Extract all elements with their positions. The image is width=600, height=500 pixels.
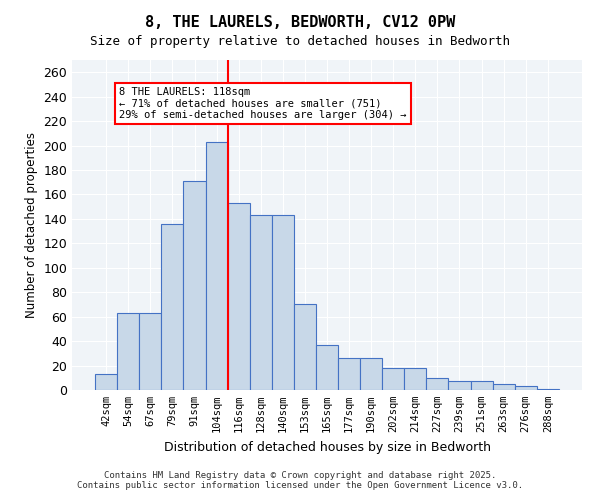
Bar [537, 389, 559, 390]
Bar [272, 215, 294, 390]
Bar [338, 358, 360, 390]
Bar [448, 382, 470, 390]
Bar [515, 386, 537, 390]
Bar [139, 313, 161, 390]
Text: 8, THE LAURELS, BEDWORTH, CV12 0PW: 8, THE LAURELS, BEDWORTH, CV12 0PW [145, 15, 455, 30]
Bar [184, 181, 206, 390]
Bar [95, 374, 117, 390]
Bar [227, 203, 250, 390]
Bar [294, 304, 316, 390]
Bar [206, 142, 227, 390]
Bar [382, 368, 404, 390]
Y-axis label: Number of detached properties: Number of detached properties [25, 132, 38, 318]
Bar [404, 368, 427, 390]
Bar [427, 378, 448, 390]
Bar [117, 313, 139, 390]
Bar [316, 345, 338, 390]
Bar [360, 358, 382, 390]
X-axis label: Distribution of detached houses by size in Bedworth: Distribution of detached houses by size … [163, 440, 491, 454]
Text: Contains HM Land Registry data © Crown copyright and database right 2025.
Contai: Contains HM Land Registry data © Crown c… [77, 470, 523, 490]
Bar [470, 382, 493, 390]
Text: 8 THE LAURELS: 118sqm
← 71% of detached houses are smaller (751)
29% of semi-det: 8 THE LAURELS: 118sqm ← 71% of detached … [119, 87, 407, 120]
Bar [161, 224, 184, 390]
Bar [250, 215, 272, 390]
Bar [493, 384, 515, 390]
Text: Size of property relative to detached houses in Bedworth: Size of property relative to detached ho… [90, 35, 510, 48]
